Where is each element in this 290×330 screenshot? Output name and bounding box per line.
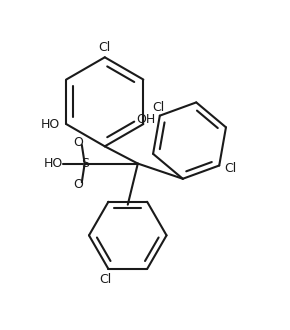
Text: HO: HO: [44, 157, 63, 170]
Text: Cl: Cl: [152, 101, 164, 114]
Text: Cl: Cl: [99, 273, 112, 286]
Text: Cl: Cl: [224, 162, 237, 175]
Text: Cl: Cl: [99, 41, 111, 54]
Text: S: S: [81, 157, 89, 170]
Text: O: O: [73, 136, 83, 149]
Text: O: O: [73, 178, 83, 191]
Text: HO: HO: [41, 117, 60, 131]
Text: OH: OH: [137, 113, 156, 126]
